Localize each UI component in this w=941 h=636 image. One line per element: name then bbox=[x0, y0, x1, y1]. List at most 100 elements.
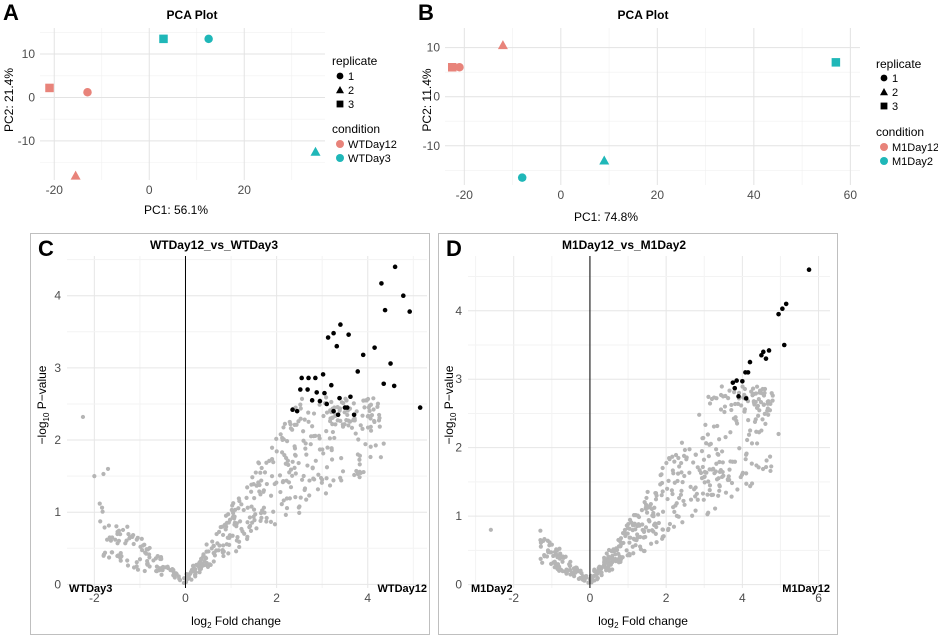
nonsignificant-point bbox=[654, 540, 659, 545]
plot-area: -2 0 2 4 6 0 1 2 3 4 bbox=[455, 256, 830, 605]
nonsignificant-point bbox=[135, 535, 140, 540]
nonsignificant-point bbox=[316, 472, 321, 477]
x-tick-label: 0 bbox=[146, 183, 153, 197]
panel-border bbox=[438, 233, 838, 635]
nonsignificant-point bbox=[702, 474, 707, 479]
significant-point bbox=[392, 264, 398, 270]
nonsignificant-point bbox=[97, 501, 102, 506]
nonsignificant-point bbox=[197, 570, 202, 575]
nonsignificant-point bbox=[256, 461, 262, 466]
nonsignificant-point bbox=[217, 529, 222, 534]
plot-background bbox=[40, 28, 325, 180]
nonsignificant-point bbox=[595, 575, 600, 581]
nonsignificant-point bbox=[363, 398, 368, 403]
nonsignificant-point bbox=[298, 402, 303, 407]
nonsignificant-point bbox=[339, 456, 344, 461]
nonsignificant-point bbox=[555, 566, 560, 572]
nonsignificant-point bbox=[106, 555, 112, 560]
nonsignificant-point bbox=[237, 519, 243, 524]
nonsignificant-point bbox=[760, 386, 765, 392]
nonsignificant-point bbox=[673, 452, 679, 458]
nonsignificant-point bbox=[261, 488, 266, 493]
nonsignificant-point bbox=[728, 459, 733, 464]
nonsignificant-point bbox=[311, 434, 316, 439]
y-axis-label: −log10 P−value bbox=[35, 365, 51, 444]
data-point bbox=[45, 83, 54, 93]
nonsignificant-point bbox=[299, 396, 305, 401]
nonsignificant-point bbox=[666, 478, 671, 483]
nonsignificant-point bbox=[303, 441, 308, 446]
y-tick-label: 1 bbox=[54, 505, 61, 519]
nonsignificant-point bbox=[230, 533, 235, 538]
nonsignificant-point bbox=[760, 466, 766, 472]
nonsignificant-point bbox=[742, 392, 747, 398]
nonsignificant-point bbox=[288, 485, 294, 490]
nonsignificant-point bbox=[304, 497, 309, 502]
x-tick-label: 0 bbox=[182, 591, 189, 605]
panel-label-a: A bbox=[3, 0, 19, 25]
nonsignificant-point bbox=[323, 491, 329, 496]
nonsignificant-point bbox=[118, 558, 123, 563]
nonsignificant-point bbox=[360, 413, 365, 418]
nonsignificant-point bbox=[317, 402, 322, 407]
right-group-label: WTDay12 bbox=[377, 583, 427, 595]
legend-key-replicate-2 bbox=[336, 86, 344, 94]
significant-point bbox=[401, 293, 406, 298]
significant-point bbox=[745, 370, 751, 375]
nonsignificant-point bbox=[726, 396, 731, 401]
nonsignificant-point bbox=[648, 541, 654, 546]
nonsignificant-point bbox=[339, 478, 344, 483]
nonsignificant-point bbox=[313, 458, 318, 463]
nonsignificant-point bbox=[304, 452, 309, 457]
nonsignificant-point bbox=[733, 415, 738, 420]
significant-point bbox=[320, 372, 326, 377]
nonsignificant-point bbox=[377, 424, 382, 429]
nonsignificant-point bbox=[271, 509, 276, 514]
nonsignificant-point bbox=[735, 487, 740, 492]
nonsignificant-point bbox=[649, 506, 655, 512]
nonsignificant-point bbox=[679, 488, 684, 493]
nonsignificant-point bbox=[130, 534, 135, 539]
nonsignificant-point bbox=[667, 521, 673, 527]
nonsignificant-point bbox=[572, 569, 578, 574]
nonsignificant-point bbox=[299, 477, 305, 482]
nonsignificant-point bbox=[756, 397, 761, 402]
significant-point bbox=[314, 390, 320, 395]
nonsignificant-point bbox=[105, 466, 111, 472]
nonsignificant-point bbox=[672, 480, 677, 485]
nonsignificant-point bbox=[737, 446, 742, 451]
nonsignificant-point bbox=[358, 423, 363, 428]
nonsignificant-point bbox=[325, 445, 330, 450]
nonsignificant-point bbox=[660, 489, 665, 494]
nonsignificant-point bbox=[340, 469, 346, 474]
nonsignificant-point bbox=[356, 437, 361, 442]
legend-key-replicate-3 bbox=[336, 100, 344, 108]
nonsignificant-point bbox=[227, 542, 232, 547]
nonsignificant-point bbox=[749, 389, 754, 394]
nonsignificant-point bbox=[653, 531, 658, 536]
legend-title-replicate: replicate bbox=[332, 54, 378, 68]
nonsignificant-point bbox=[759, 428, 764, 433]
nonsignificant-point bbox=[734, 418, 739, 423]
nonsignificant-point bbox=[616, 538, 621, 543]
nonsignificant-point bbox=[244, 495, 249, 501]
nonsignificant-point bbox=[245, 505, 250, 510]
nonsignificant-point bbox=[312, 477, 317, 482]
nonsignificant-point bbox=[717, 459, 722, 465]
nonsignificant-point bbox=[378, 455, 383, 460]
significant-point bbox=[766, 348, 772, 353]
nonsignificant-point bbox=[716, 476, 721, 481]
nonsignificant-point bbox=[727, 467, 732, 472]
nonsignificant-point bbox=[642, 499, 647, 505]
data-point bbox=[517, 173, 527, 182]
nonsignificant-point bbox=[488, 527, 493, 532]
nonsignificant-point bbox=[290, 427, 295, 432]
legend: replicate 1 2 3 condition WTDay12 WTDay3 bbox=[332, 54, 397, 165]
nonsignificant-point bbox=[159, 556, 164, 562]
nonsignificant-point bbox=[768, 468, 773, 474]
nonsignificant-point bbox=[114, 524, 119, 529]
data-point bbox=[497, 40, 508, 50]
nonsignificant-point bbox=[643, 534, 648, 540]
y-tick-label: 0 bbox=[28, 90, 35, 104]
nonsignificant-point bbox=[349, 425, 355, 430]
